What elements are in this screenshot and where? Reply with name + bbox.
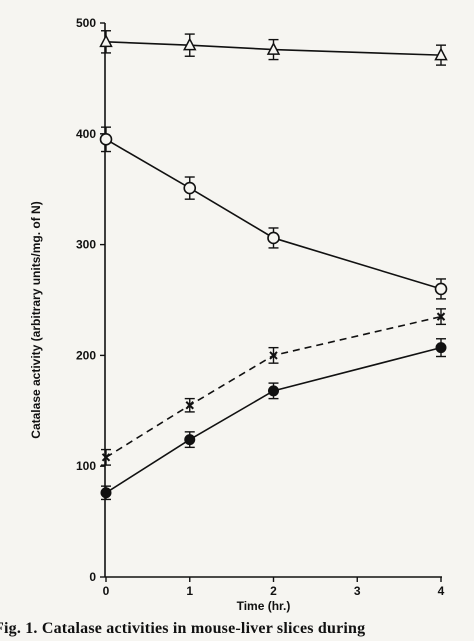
y-tick-label: 100 xyxy=(76,459,96,473)
data-point xyxy=(269,351,278,360)
series-line xyxy=(105,41,442,56)
data-point xyxy=(434,47,448,61)
series-triangle-open xyxy=(99,30,448,66)
x-axis-label: Time (hr.) xyxy=(237,599,291,613)
data-point xyxy=(266,41,281,55)
x-tick-label: 4 xyxy=(438,584,445,598)
data-point xyxy=(434,282,448,296)
cross-stroke xyxy=(101,453,111,462)
data-point xyxy=(185,401,194,410)
series-circle-filled xyxy=(100,338,447,501)
axes xyxy=(104,23,442,578)
series-layer xyxy=(99,30,448,501)
series-cross xyxy=(101,308,446,466)
data-point xyxy=(183,37,197,51)
series-line xyxy=(105,346,442,494)
x-tick-label: 0 xyxy=(103,584,110,598)
series-line xyxy=(105,315,442,459)
x-tick-label: 3 xyxy=(354,584,361,598)
y-tick-label: 500 xyxy=(76,16,96,30)
data-point xyxy=(99,34,113,48)
data-point xyxy=(183,181,197,195)
x-tick-label: 2 xyxy=(270,584,277,598)
y-axis-label: Catalase activity (arbitrary units/mg. o… xyxy=(29,201,43,438)
data-point xyxy=(268,385,279,397)
data-point xyxy=(101,453,111,462)
data-point xyxy=(436,312,446,321)
data-point xyxy=(100,487,112,499)
data-point xyxy=(267,231,280,245)
figure-caption: Fig. 1. Catalase activities in mouse-liv… xyxy=(0,620,366,637)
cross-stroke xyxy=(436,312,446,321)
y-tick-label: 0 xyxy=(89,570,96,584)
y-tick-label: 300 xyxy=(76,238,96,252)
series-line xyxy=(105,138,442,290)
y-tick-label: 400 xyxy=(76,127,96,141)
x-tick-label: 1 xyxy=(186,584,193,598)
series-circle-open xyxy=(99,126,448,300)
data-point xyxy=(184,434,196,446)
ticks: 0 100 200 300 400 500 0 1 2 3 4 xyxy=(76,16,445,598)
cross-stroke xyxy=(185,401,194,410)
data-point xyxy=(99,133,113,146)
data-point xyxy=(435,342,447,354)
y-tick-label: 200 xyxy=(76,348,96,362)
cross-stroke xyxy=(269,351,278,360)
